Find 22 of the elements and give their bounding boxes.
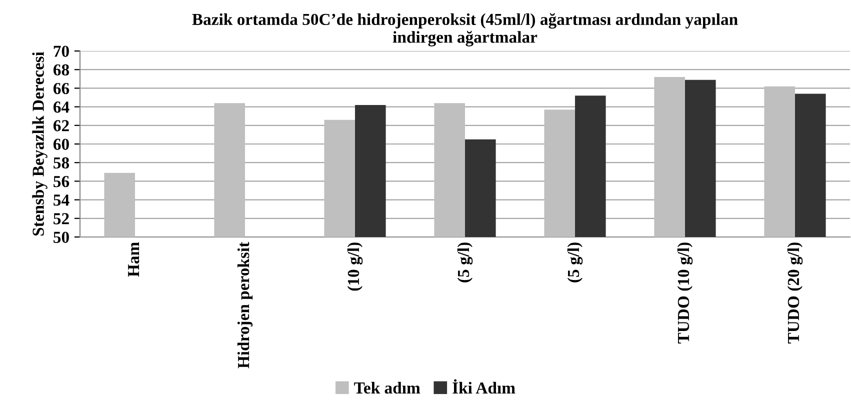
y-tick-label: 58 — [54, 157, 70, 169]
legend-label: İki Adım — [452, 379, 516, 394]
x-tick-label: TUDO (10 g/l) — [677, 242, 693, 344]
y-tick-label: 56 — [54, 176, 70, 188]
x-tick-label: Hidrojen peroksit — [237, 242, 253, 368]
x-tick-label: Ham — [128, 242, 140, 277]
x-tick-label: (5 g/l) — [457, 242, 473, 282]
x-tick-label: (5 g/l) — [567, 242, 583, 282]
x-tick-label: (10 g/l) — [347, 242, 363, 291]
legend-label: Tek adım — [354, 382, 420, 394]
y-tick-label: 70 — [54, 46, 69, 57]
x-tick-label: TUDO (20 g/l) — [787, 242, 803, 344]
y-tick-label: 64 — [53, 102, 70, 113]
y-tick-label: 68 — [53, 64, 70, 76]
y-axis-title: Stensby Beyazlık Derecesi — [32, 52, 48, 236]
y-tick-label: 54 — [54, 194, 70, 206]
chart-title: Bazik ortamda 50C’de hidrojenperoksit (45ml/l) ağartması ardından yapılan indirgen ağartmalar — [192, 13, 738, 46]
y-tick-label: 60 — [53, 138, 69, 150]
y-tick-label: 50 — [54, 232, 69, 243]
y-tick-label: 52 — [54, 213, 69, 224]
y-tick-label: 62 — [53, 120, 69, 132]
y-tick-label: 66 — [53, 82, 70, 94]
